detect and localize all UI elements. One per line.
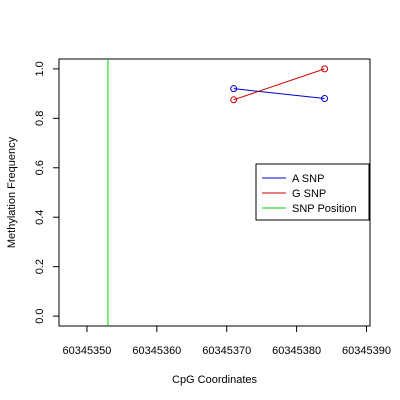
series-line-g-snp: [233, 68, 325, 101]
y-tick-label: 0.6: [34, 160, 46, 175]
y-tick-label: 0.4: [34, 210, 46, 225]
series-layer: [230, 65, 329, 104]
data-point-g-snp: [230, 96, 238, 104]
x-tick-label: 60345390: [342, 345, 391, 357]
legend: A SNP G SNP SNP Position: [255, 163, 370, 221]
y-tick-label: 0.2: [34, 259, 46, 274]
data-point-a-snp: [230, 85, 238, 93]
x-tick-label: 60345380: [272, 345, 321, 357]
y-axis-title: Methylation Frequency: [6, 136, 18, 248]
legend-box: [255, 163, 370, 221]
legend-label: SNP Position: [292, 203, 357, 215]
data-point-a-snp: [321, 95, 329, 103]
legend-label: G SNP: [292, 188, 326, 200]
y-axis: 0.0 0.2 0.4 0.6 0.8 1.0: [34, 61, 60, 324]
x-tick-label: 60345350: [62, 345, 111, 357]
x-tick-label: 60345370: [202, 345, 251, 357]
x-axis: 60345350 60345360 60345370 60345380 60345390: [62, 325, 391, 357]
data-point-g-snp: [321, 65, 329, 73]
y-tick-label: 1.0: [34, 61, 46, 76]
y-tick-label: 0.0: [34, 308, 46, 323]
legend-label: A SNP: [292, 173, 324, 185]
x-axis-title: CpG Coordinates: [172, 374, 257, 386]
x-tick-label: 60345360: [132, 345, 181, 357]
y-tick-label: 0.8: [34, 111, 46, 126]
series-line-a-snp: [233, 88, 325, 100]
